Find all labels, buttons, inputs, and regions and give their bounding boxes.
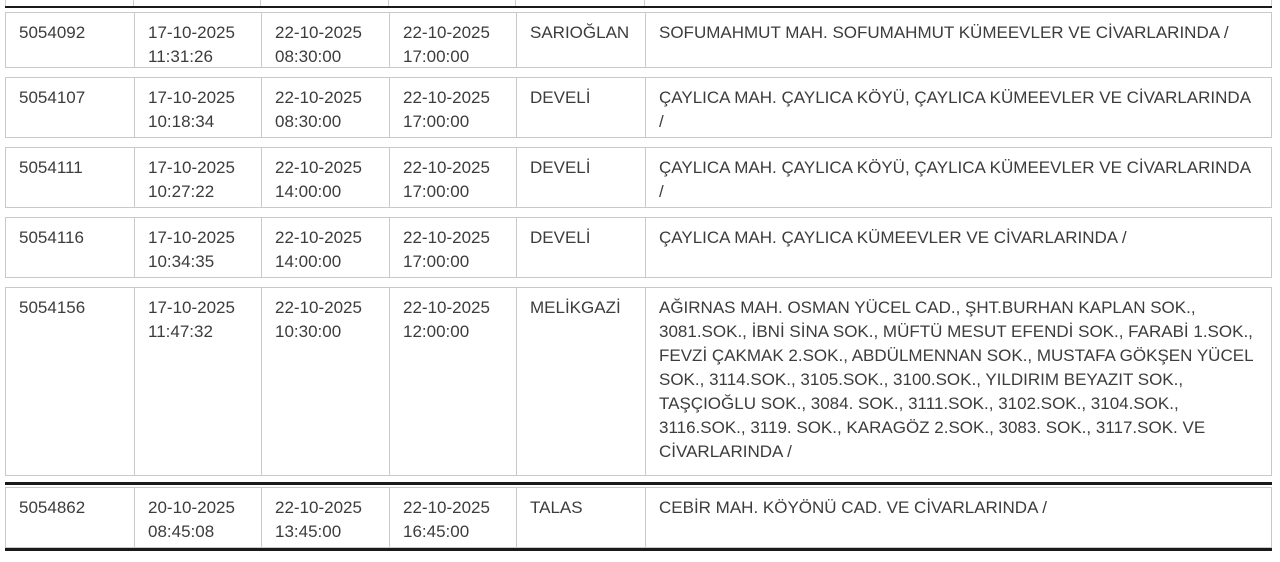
table-row: 5054111 17-10-2025 10:27:22 22-10-2025 14:…	[5, 147, 1272, 208]
cell-end-datetime: 22-10-2025 12:00:00	[389, 288, 516, 475]
cell-end-datetime: 22-10-2025 17:00:00	[389, 148, 516, 207]
cell-district: DEVELİ	[516, 148, 645, 207]
cell-recorded-datetime: 20-10-2025 08:45:08	[134, 488, 261, 547]
cell-recorded-datetime: 17-10-2025 10:18:34	[134, 78, 261, 137]
cell-outage-id: 5054156	[19, 298, 86, 317]
cell-outage-id: 5054116	[19, 228, 84, 247]
cell-location: ÇAYLICA MAH. ÇAYLICA KÜMEEVLER VE CİVARL…	[645, 218, 1271, 277]
cell-outage-id: 5054862	[19, 498, 86, 517]
cut-off-row-above	[5, 0, 1272, 6]
cell-outage-id: 5054111	[19, 158, 83, 177]
cell-start-datetime: 22-10-2025 13:45:00	[261, 488, 389, 547]
cell-location: ÇAYLICA MAH. ÇAYLICA KÖYÜ, ÇAYLICA KÜMEE…	[645, 148, 1271, 207]
table-row: 5054092 17-10-2025 11:31:26 22-10-2025 08:…	[5, 12, 1272, 68]
cell-recorded-datetime: 17-10-2025 11:31:26	[134, 13, 261, 67]
table-row: 5054156 17-10-2025 11:47:32 22-10-2025 10:…	[5, 287, 1272, 476]
table-row: 5054107 17-10-2025 10:18:34 22-10-2025 08:…	[5, 77, 1272, 138]
outage-table: 5054092 17-10-2025 11:31:26 22-10-2025 08:…	[5, 0, 1272, 551]
cell-start-datetime: 22-10-2025 10:30:00	[261, 288, 389, 475]
heavy-divider-top	[5, 6, 1272, 8]
cell-end-datetime: 22-10-2025 17:00:00	[389, 13, 516, 67]
cell-location: ÇAYLICA MAH. ÇAYLICA KÖYÜ, ÇAYLICA KÜMEE…	[645, 78, 1271, 137]
cell-location: SOFUMAHMUT MAH. SOFUMAHMUT KÜMEEVLER VE …	[645, 13, 1271, 67]
cell-start-datetime: 22-10-2025 14:00:00	[261, 218, 389, 277]
cell-end-datetime: 22-10-2025 17:00:00	[389, 78, 516, 137]
cell-district: DEVELİ	[516, 218, 645, 277]
cell-end-datetime: 22-10-2025 16:45:00	[389, 488, 516, 547]
cell-district: MELİKGAZİ	[516, 288, 645, 475]
cell-recorded-datetime: 17-10-2025 11:47:32	[134, 288, 261, 475]
cell-district: DEVELİ	[516, 78, 645, 137]
cell-outage-id: 5054092	[19, 23, 86, 42]
cell-end-datetime: 22-10-2025 17:00:00	[389, 218, 516, 277]
cell-recorded-datetime: 17-10-2025 10:34:35	[134, 218, 261, 277]
cell-district: TALAS	[516, 488, 645, 547]
cell-district: SARIOĞLAN	[516, 13, 645, 67]
heavy-divider-above-last-row	[5, 482, 1272, 485]
cell-start-datetime: 22-10-2025 14:00:00	[261, 148, 389, 207]
cell-location: CEBİR MAH. KÖYÖNÜ CAD. VE CİVARLARINDA /	[645, 488, 1271, 547]
cell-start-datetime: 22-10-2025 08:30:00	[261, 13, 389, 67]
cell-location: AĞIRNAS MAH. OSMAN YÜCEL CAD., ŞHT.BURHA…	[645, 288, 1271, 475]
cell-outage-id: 5054107	[19, 88, 86, 107]
heavy-divider-bottom	[5, 548, 1272, 551]
table-row: 5054116 17-10-2025 10:34:35 22-10-2025 14:…	[5, 217, 1272, 278]
cell-recorded-datetime: 17-10-2025 10:27:22	[134, 148, 261, 207]
table-row: 5054862 20-10-2025 08:45:08 22-10-2025 13:…	[5, 487, 1272, 548]
cell-start-datetime: 22-10-2025 08:30:00	[261, 78, 389, 137]
